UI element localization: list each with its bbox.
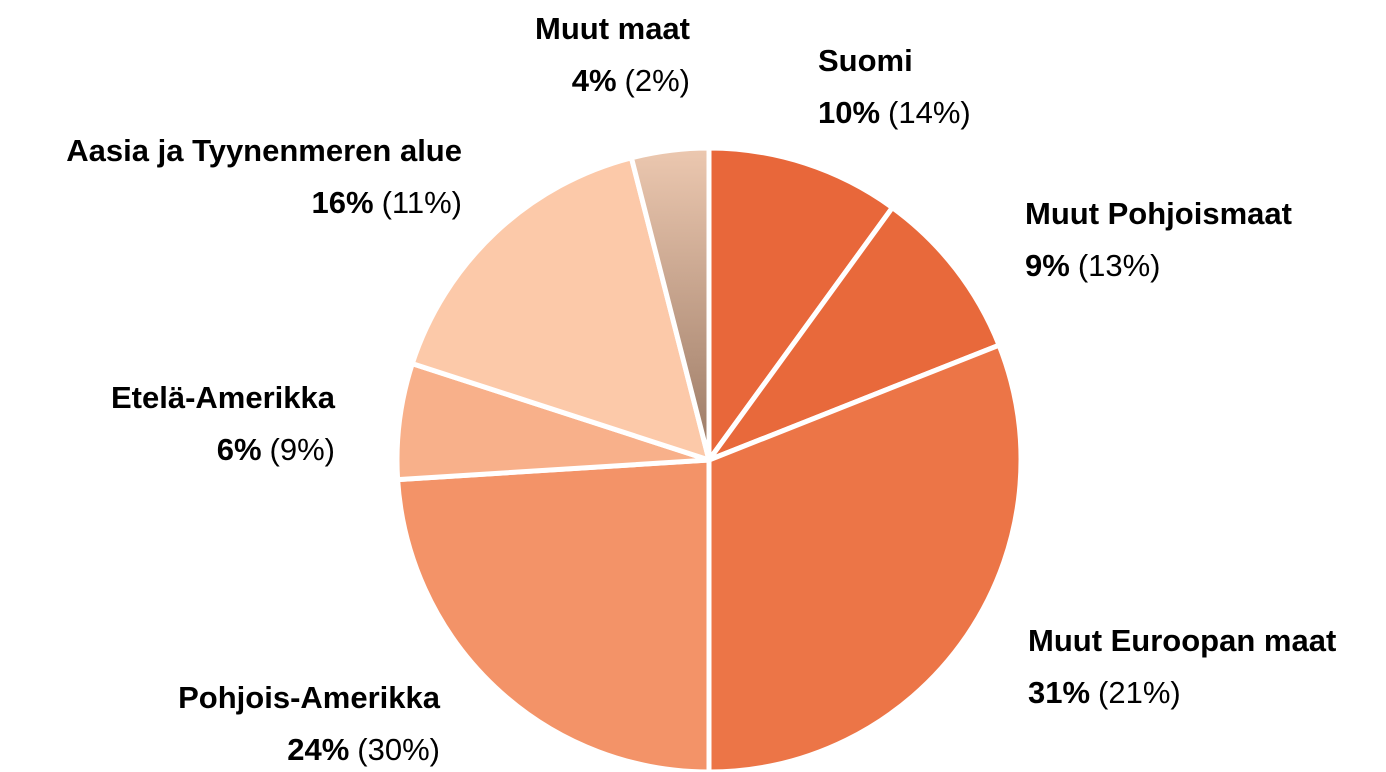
comparison-label: (2%): [625, 63, 690, 98]
pie: [394, 145, 1024, 772]
value-label: 10%: [818, 95, 880, 130]
slice-label: Etelä-Amerikka: [111, 380, 336, 415]
slice-label: Pohjois-Amerikka: [178, 680, 441, 715]
slice-value: 4% (2%): [572, 63, 690, 98]
comparison-label: (13%): [1078, 248, 1161, 283]
slice-label: Aasia ja Tyynenmeren alue: [66, 133, 462, 168]
comparison-label: (11%): [382, 185, 462, 220]
slice-value: 10% (14%): [818, 95, 971, 130]
value-label: 6%: [217, 432, 262, 467]
slice-value: 31% (21%): [1028, 675, 1181, 710]
slice-label: Muut Pohjoismaat: [1025, 196, 1292, 231]
slice-value: 9% (13%): [1025, 248, 1161, 283]
value-label: 16%: [312, 185, 374, 220]
comparison-label: (30%): [357, 732, 440, 767]
pie-slice: [628, 145, 712, 463]
pie-slice: [395, 457, 712, 772]
comparison-label: (21%): [1098, 675, 1181, 710]
value-label: 31%: [1028, 675, 1090, 710]
pie-slice: [706, 205, 1002, 463]
comparison-label: (14%): [888, 95, 971, 130]
pie-slice: [706, 145, 895, 463]
comparison-label: (9%): [270, 432, 335, 467]
slice-label: Suomi: [818, 43, 913, 78]
labels: Suomi 10% (14%) Muut Pohjoismaat 9% (13%) Muut…: [66, 11, 1336, 767]
value-label: 9%: [1025, 248, 1070, 283]
pie-slice: [409, 155, 712, 463]
value-label: 4%: [572, 63, 617, 98]
value-label: 24%: [287, 732, 349, 767]
slice-label: Muut maat: [535, 11, 690, 46]
slice-value: 6% (9%): [217, 432, 335, 467]
slice-value: 16% (11%): [312, 185, 462, 220]
slice-label: Muut Euroopan maat: [1028, 623, 1336, 658]
pie-slice: [706, 342, 1024, 772]
slice-value: 24% (30%): [287, 732, 440, 767]
